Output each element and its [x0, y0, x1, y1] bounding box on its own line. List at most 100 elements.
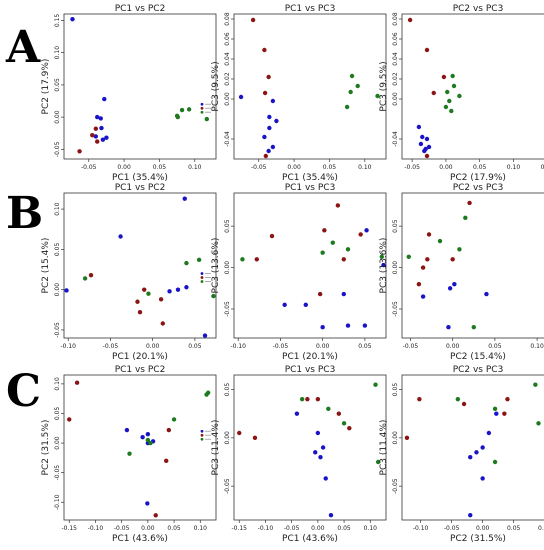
- data-point: [431, 90, 436, 96]
- data-point: [416, 124, 422, 130]
- x-tick-label: 0.00: [141, 525, 155, 532]
- data-point: [381, 262, 386, 268]
- data-point: [364, 228, 369, 233]
- data-point: [447, 286, 453, 291]
- data-point: [179, 107, 185, 113]
- data-point: [341, 257, 346, 262]
- data-point: [164, 458, 169, 464]
- data-point: [196, 257, 202, 263]
- data-point: [266, 74, 271, 80]
- data-point: [240, 257, 245, 262]
- data-point: [420, 265, 426, 270]
- x-tick-label: 0.00: [316, 343, 330, 350]
- data-point: [148, 440, 153, 446]
- plot-frame: [401, 13, 544, 160]
- y-tick-label: -0.05: [224, 301, 231, 317]
- y-tick-label: -0.04: [392, 131, 399, 147]
- row-label-c: C: [6, 366, 42, 417]
- y-axis-label: PC3 (9.5%): [379, 61, 389, 111]
- data-point: [344, 104, 350, 110]
- data-point: [533, 382, 538, 387]
- data-point: [323, 476, 328, 481]
- y-tick-label: -0.05: [224, 478, 231, 494]
- legend-marker: [200, 106, 204, 110]
- x-axis-label: PC2 (31.5%): [450, 534, 506, 544]
- data-point: [184, 285, 189, 290]
- x-tick-label: 0.10: [358, 164, 372, 171]
- data-point: [127, 451, 132, 456]
- data-point: [441, 74, 447, 80]
- data-point: [250, 17, 256, 23]
- data-point: [420, 134, 425, 140]
- panel-title: PC2 vs PC3: [453, 183, 504, 193]
- data-point: [270, 144, 276, 150]
- data-point: [347, 425, 352, 431]
- panel-c-1: PC1 vs PC2 -0.15 -0.10 -0.05 0.00 0.05 0.10 -0.…: [41, 365, 217, 544]
- data-point: [93, 126, 99, 131]
- y-tick-label: 0.05: [54, 243, 61, 257]
- data-point: [468, 454, 473, 460]
- y-tick-label: 0.00: [224, 261, 231, 275]
- y-tick-label: -0.05: [392, 478, 399, 494]
- x-tick-label: -0.05: [403, 343, 419, 350]
- x-tick-label: 0.00: [117, 164, 131, 171]
- data-point: [145, 501, 150, 506]
- data-point: [315, 430, 321, 436]
- x-tick-label: 0.00: [439, 164, 453, 171]
- data-point: [418, 141, 424, 147]
- x-axis-label: PC1 (35.4%): [112, 173, 168, 183]
- data-point: [98, 116, 103, 121]
- data-point: [335, 203, 341, 208]
- x-tick-label: 0.00: [287, 164, 301, 171]
- data-point: [474, 450, 479, 455]
- data-point: [166, 427, 172, 433]
- data-point: [82, 276, 88, 281]
- data-point: [423, 146, 428, 152]
- x-axis-label: PC1 (43.6%): [112, 534, 168, 544]
- legend-marker: [200, 433, 204, 437]
- x-tick-label: 0.05: [358, 343, 372, 350]
- data-point: [345, 323, 351, 328]
- x-tick-label: 0.00: [146, 343, 160, 350]
- data-point: [536, 421, 541, 426]
- plot-frame: [63, 192, 217, 339]
- data-point: [375, 93, 380, 99]
- data-point: [492, 459, 498, 465]
- y-tick-label: 0.00: [54, 283, 61, 297]
- data-point: [445, 89, 450, 95]
- x-tick-label: -0.05: [273, 343, 289, 350]
- data-point: [238, 94, 244, 100]
- y-tick-label: 0.04: [392, 52, 399, 66]
- data-point: [494, 411, 499, 416]
- data-point: [294, 411, 300, 416]
- y-axis-label: PC3 (11.4%): [211, 420, 221, 476]
- data-point: [142, 287, 147, 292]
- data-point: [457, 247, 462, 252]
- data-point: [451, 83, 457, 89]
- x-tick-label: 0.10: [538, 525, 544, 532]
- data-point: [467, 200, 472, 206]
- x-tick-label: -0.15: [231, 525, 247, 532]
- data-point: [282, 302, 287, 308]
- panel-b-3: PC2 vs PC3 -0.05 0.00 0.05 0.10 -0.05 0.00 0.05…: [379, 183, 544, 362]
- y-tick-label: 0.05: [392, 383, 399, 397]
- panel-a-1: PC1 vs PC2 -0.05 0.00 0.05 0.10 -0.05 0.00 0.05…: [41, 4, 217, 183]
- data-point: [175, 287, 181, 292]
- data-point: [450, 257, 455, 262]
- data-point: [77, 149, 82, 154]
- panel-title: PC2 vs PC3: [453, 365, 504, 375]
- y-tick-label: 0.10: [54, 46, 61, 60]
- x-tick-label: -0.10: [60, 343, 76, 350]
- x-axis-label: PC1 (35.4%): [282, 173, 338, 183]
- data-point: [252, 435, 258, 441]
- x-tick-label: 0.10: [188, 164, 202, 171]
- x-tick-label: -0.10: [413, 525, 429, 532]
- x-tick-label: -0.05: [284, 525, 300, 532]
- data-point: [358, 232, 363, 237]
- y-tick-label: -0.10: [54, 494, 61, 510]
- data-point: [254, 257, 259, 262]
- data-point: [443, 104, 449, 110]
- data-point: [404, 435, 410, 441]
- y-tick-label: 0.00: [392, 431, 399, 445]
- plot-frame: [233, 374, 387, 521]
